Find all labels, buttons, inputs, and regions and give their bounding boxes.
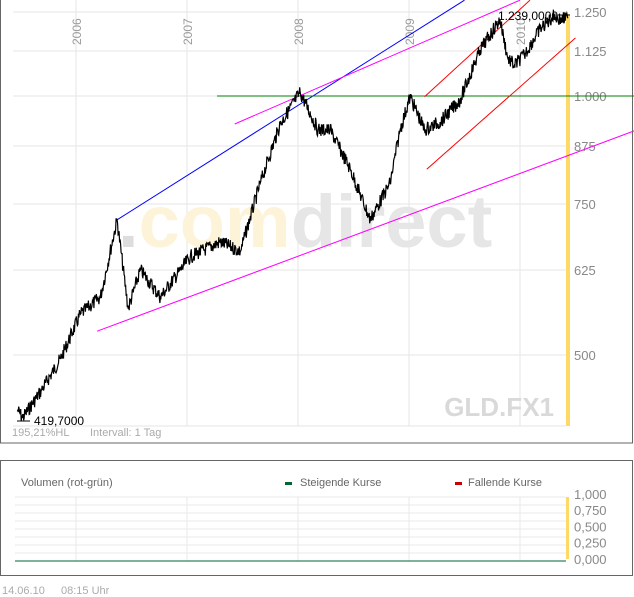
high-label: 1.239,0000 (498, 9, 558, 23)
volume-y-tick-label: 1,000 (574, 487, 607, 502)
legend-rising: Steigende Kurse (300, 477, 381, 489)
footer-time: 08:15 Uhr (61, 585, 110, 597)
x-tick-label: 2006 (70, 18, 84, 45)
legend-falling-swatch (455, 482, 462, 485)
trend-line (424, 0, 531, 98)
y-tick-label: 1.250 (574, 5, 607, 20)
y-tick-label: 875 (574, 139, 596, 154)
footer-date: 14.06.10 (2, 585, 45, 597)
y-tick-label: 1.125 (574, 44, 607, 59)
svg-text:.comdirect: .comdirect (118, 180, 492, 263)
watermark: .comdirect (118, 180, 492, 263)
trend-line (234, 0, 521, 125)
volume-panel-frame (0, 460, 633, 576)
volume-grid (15, 496, 566, 562)
trend-line (116, 0, 465, 221)
y-tick-label: 625 (574, 263, 596, 278)
volume-y-tick-label: 0,750 (574, 503, 607, 518)
legend-falling: Fallende Kurse (468, 477, 542, 489)
volume-y-tick-label: 0,500 (574, 519, 607, 534)
volume-y-tick-label: 0,250 (574, 536, 607, 551)
trend-line (426, 37, 576, 170)
symbol-label: GLD.FX1 (444, 392, 554, 422)
current-price-marker (566, 14, 570, 426)
x-tick-label: 2007 (181, 18, 195, 45)
legend-rising-swatch (285, 482, 292, 485)
price-panel-frame (0, 0, 633, 444)
volume-y-tick-label: 0,000 (574, 552, 607, 567)
x-tick-label: 2008 (292, 18, 306, 45)
price-line (16, 9, 569, 421)
volume-title: Volumen (rot-grün) (21, 477, 113, 489)
range-info: 195,21%HL (12, 427, 70, 439)
price-grid (13, 0, 566, 427)
low-label: 419,7000 (34, 414, 84, 428)
y-tick-label: 500 (574, 348, 596, 363)
x-tick-label: 2009 (403, 18, 417, 45)
x-tick-label: 2010 (514, 18, 528, 45)
y-tick-label: 750 (574, 197, 596, 212)
volume-current-marker (566, 497, 569, 559)
interval-info: Intervall: 1 Tag (90, 427, 161, 439)
trend-line (96, 130, 634, 332)
